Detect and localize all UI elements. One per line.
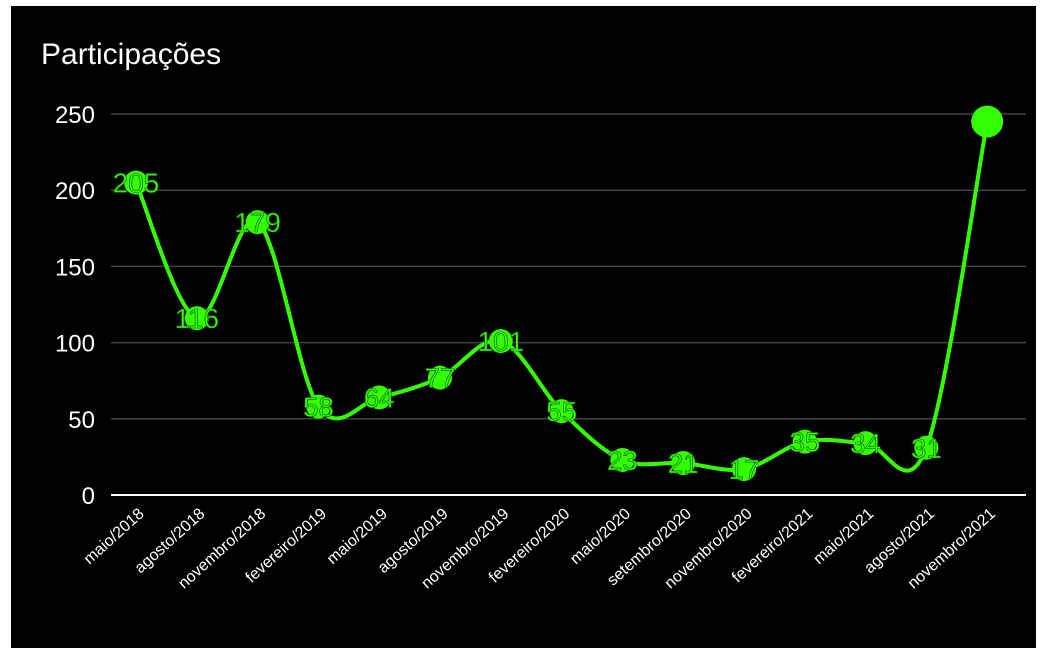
data-point [124,170,148,195]
data-point [732,457,756,482]
y-tick-label: 50 [68,407,95,434]
data-point [245,210,270,235]
data-point [792,429,817,454]
data-label: 77 [424,363,455,394]
data-point [428,365,452,390]
data-point [367,385,392,410]
data-point [610,447,635,472]
data-label: 205 [113,168,160,199]
data-point [671,450,696,475]
data-label: 21 [668,448,699,479]
grid-lines [111,113,1026,420]
chart-title: Participações [41,38,222,71]
data-point [184,306,209,331]
data-point [306,394,331,419]
data-label: 101 [477,326,524,357]
data-label: 35 [789,427,820,458]
y-tick-label: 100 [55,331,95,358]
y-tick-label: 0 [82,483,95,510]
data-label: 55 [546,396,577,427]
data-label: 116 [174,303,219,334]
data-label: 31 [911,433,942,464]
data-point [549,399,574,424]
data-point [914,435,939,460]
y-tick-label: 150 [55,254,95,281]
data-label: 34 [850,428,881,459]
data-label: 58 [303,392,334,423]
axes: 050100150200250maio/2018agosto/2018novem… [55,102,1026,592]
data-label: 179 [234,207,281,238]
data-points [124,105,1004,482]
data-point [488,329,513,354]
data-labels: 205 116 179 58 64 77 101 55 23 21 17 35 34 31 [112,167,942,485]
data-point [853,431,878,456]
y-tick-label: 250 [55,102,95,129]
y-tick-label: 200 [55,178,95,205]
data-label: 23 [607,445,638,476]
chart-card: Participações 0 50 100 150 200 250 maio/2018 ag… [11,6,1036,648]
data-point [971,105,1004,138]
data-label: 64 [364,382,395,413]
data-label: 17 [728,454,759,485]
line-chart: 050100150200250maio/2018agosto/2018novem… [55,102,1026,592]
